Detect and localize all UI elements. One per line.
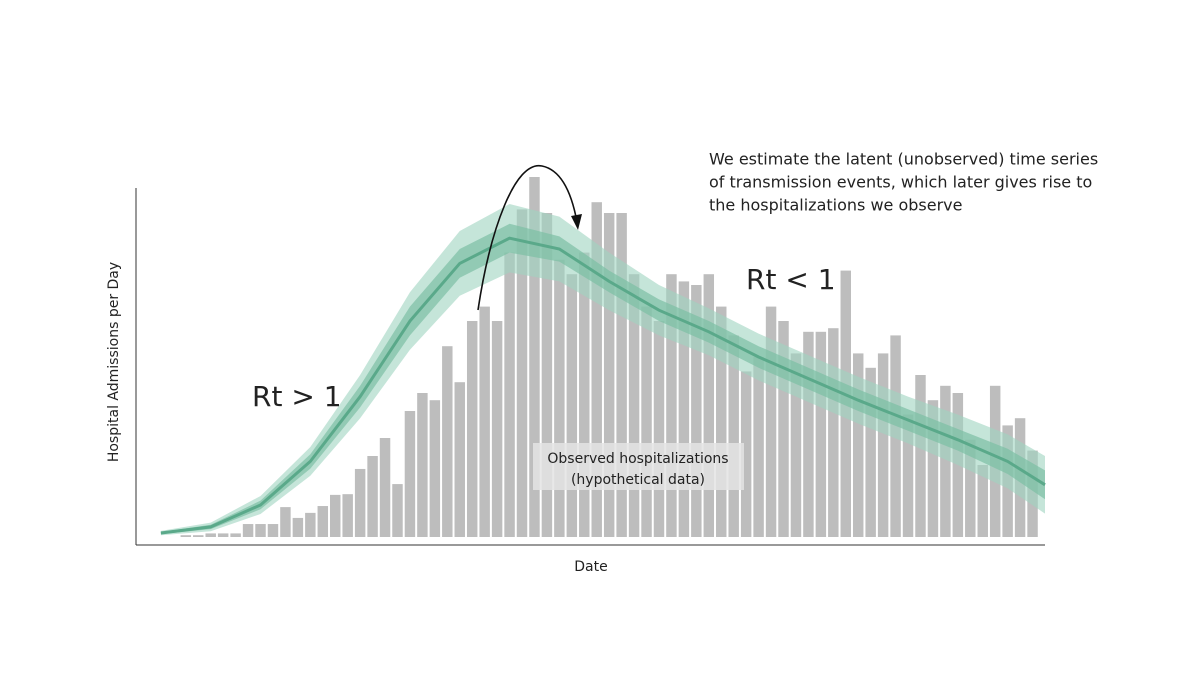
bar xyxy=(691,285,702,537)
bar xyxy=(716,306,727,537)
bar xyxy=(429,400,441,537)
bar xyxy=(965,439,976,537)
bar xyxy=(641,306,652,537)
x-axis-label: Date xyxy=(574,559,607,575)
bar xyxy=(417,393,428,537)
bar xyxy=(703,274,715,537)
bar xyxy=(479,306,490,537)
y-axis-label: Hospital Admissions per Day xyxy=(106,262,122,462)
bar xyxy=(628,274,640,537)
bar xyxy=(342,494,353,537)
bar xyxy=(803,331,814,537)
bar xyxy=(865,367,876,537)
annotation-line: of transmission events, which later give… xyxy=(709,173,1092,192)
bar xyxy=(242,524,254,537)
bar xyxy=(541,213,553,537)
bar xyxy=(305,512,316,537)
bar xyxy=(442,346,453,537)
bar xyxy=(902,414,914,537)
bar-label: Observed hospitalizations xyxy=(547,451,728,467)
regime-label: Rt < 1 xyxy=(746,263,836,296)
bar xyxy=(815,331,827,537)
bar xyxy=(765,306,777,537)
bar xyxy=(591,202,602,537)
annotation-line: the hospitalizations we observe xyxy=(709,196,962,215)
arrow xyxy=(477,165,578,311)
plot-area xyxy=(160,177,1046,537)
bar xyxy=(579,252,590,537)
bar xyxy=(790,353,802,537)
bar xyxy=(852,353,864,537)
bar xyxy=(778,321,789,537)
bar xyxy=(217,533,229,537)
bar xyxy=(491,321,503,537)
inner-interval xyxy=(160,223,1045,535)
bar xyxy=(740,371,752,537)
arrow-head xyxy=(571,214,582,230)
bar xyxy=(529,177,540,537)
regime-label: Rt > 1 xyxy=(252,380,342,413)
bar xyxy=(466,321,478,537)
bar xyxy=(454,382,465,537)
bar xyxy=(877,353,889,537)
bar-label: (hypothetical data) xyxy=(571,472,705,488)
bar xyxy=(230,533,241,537)
bar-label-box: Observed hospitalizations (hypothetical … xyxy=(533,443,744,490)
bar xyxy=(566,274,578,537)
bar xyxy=(927,400,939,537)
bar xyxy=(404,411,416,537)
bar xyxy=(367,456,378,537)
bar xyxy=(292,517,304,537)
bar xyxy=(728,335,739,537)
bar xyxy=(504,252,515,537)
bar xyxy=(193,535,204,537)
bar xyxy=(280,507,291,537)
median-line xyxy=(160,236,1046,535)
bar xyxy=(255,524,266,537)
bar xyxy=(180,535,192,537)
bar xyxy=(379,438,391,537)
bar xyxy=(354,468,366,537)
bar xyxy=(678,281,690,537)
bar xyxy=(603,213,615,537)
bar xyxy=(915,375,926,537)
bar xyxy=(317,506,329,537)
bar xyxy=(940,385,951,537)
bar xyxy=(616,213,627,537)
annotation-line: We estimate the latent (unobserved) time… xyxy=(709,150,1098,169)
bar xyxy=(330,494,341,537)
bar xyxy=(753,357,764,537)
bar xyxy=(205,533,216,537)
bar xyxy=(267,524,279,537)
bar xyxy=(653,321,665,537)
bar xyxy=(828,328,839,537)
bar xyxy=(666,274,677,537)
label-box xyxy=(533,443,744,490)
bar xyxy=(516,209,528,537)
bar xyxy=(977,465,988,537)
bar xyxy=(554,259,565,537)
bar xyxy=(392,484,403,537)
